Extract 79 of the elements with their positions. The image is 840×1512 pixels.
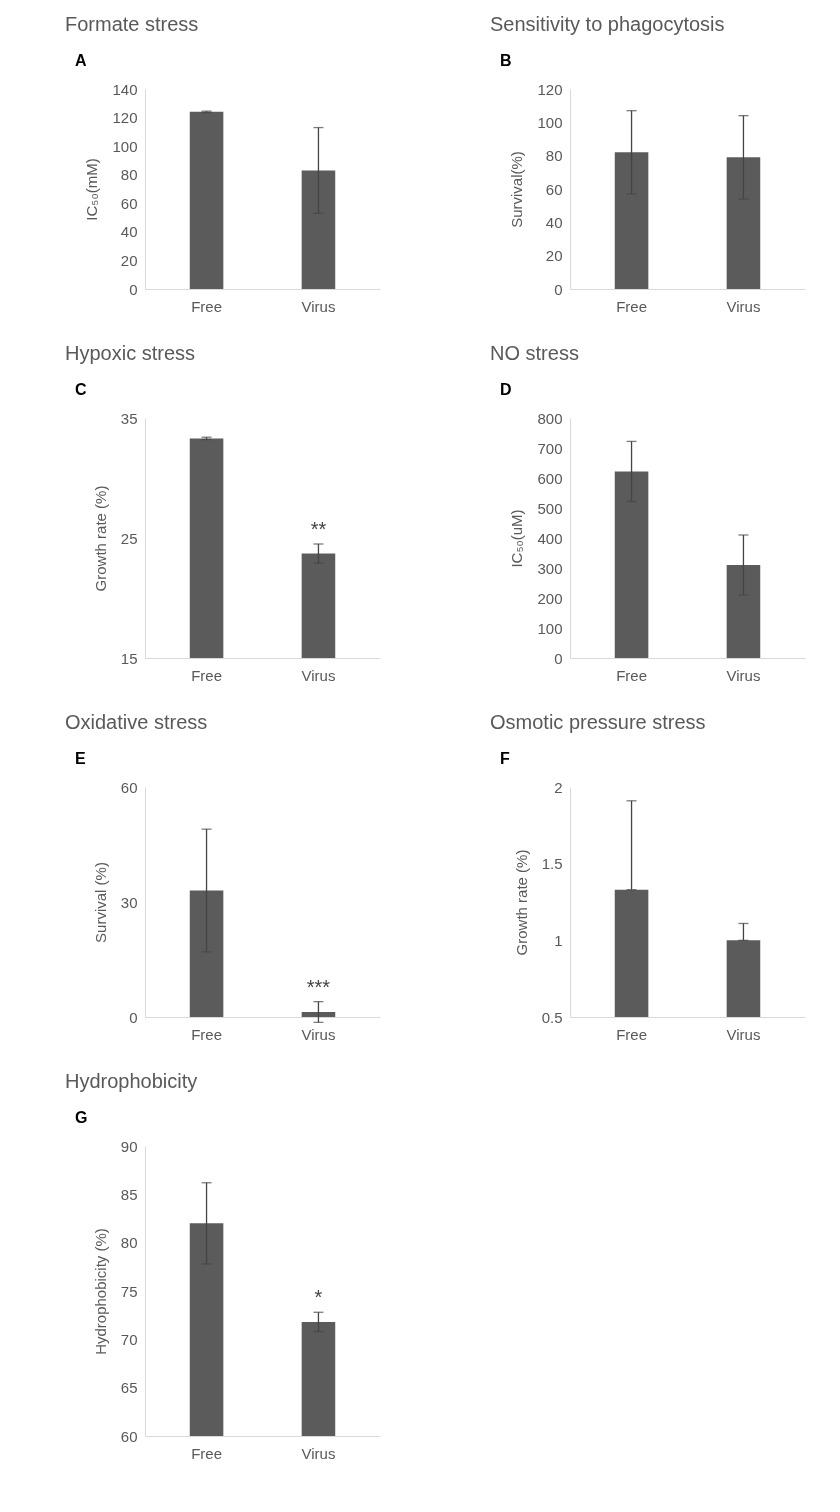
chart-title: Hydrophobicity <box>65 1070 198 1092</box>
y-tick-label: 500 <box>537 499 563 517</box>
y-axis-title: Hydrophobicity (%) <box>91 1228 109 1355</box>
y-tick-label: 20 <box>120 251 138 269</box>
y-tick-label: 80 <box>120 166 138 184</box>
y-tick-label: 60 <box>120 1427 138 1445</box>
chart-title: NO stress <box>490 342 579 364</box>
y-tick-label: 300 <box>537 559 563 577</box>
x-tick-label: Virus <box>301 1025 336 1043</box>
y-tick-label: 700 <box>537 439 563 457</box>
y-tick-label: 0 <box>554 649 563 667</box>
chart-title: Sensitivity to phagocytosis <box>490 13 725 35</box>
y-tick-label: 60 <box>120 778 138 796</box>
x-tick-label: Free <box>191 666 222 684</box>
x-tick-label: Free <box>191 1444 222 1462</box>
annotation: ** <box>310 518 327 540</box>
y-tick-label: 100 <box>537 619 563 637</box>
y-tick-label: 0.5 <box>541 1008 563 1026</box>
y-tick-label: 100 <box>112 137 138 155</box>
y-tick-label: 80 <box>120 1234 138 1252</box>
y-axis-title: Growth rate (%) <box>91 485 109 592</box>
x-tick-label: Free <box>616 297 647 315</box>
y-tick-label: 120 <box>537 80 563 98</box>
y-tick-label: 0 <box>129 1008 138 1026</box>
x-tick-label: Free <box>191 1025 222 1043</box>
y-tick-label: 40 <box>545 213 563 231</box>
text: E <box>75 750 86 767</box>
x-tick-label: Free <box>191 297 222 315</box>
y-tick-label: 85 <box>120 1185 138 1203</box>
y-tick-label: 60 <box>545 180 563 198</box>
y-tick-label: 25 <box>120 529 138 547</box>
y-tick-label: 40 <box>120 223 138 241</box>
x-tick-label: Free <box>616 1025 647 1043</box>
text: A <box>75 52 87 69</box>
text: F <box>500 750 510 767</box>
text: D <box>500 381 512 398</box>
x-tick-label: Virus <box>726 297 761 315</box>
y-tick-label: 15 <box>120 649 138 667</box>
y-tick-label: 800 <box>537 409 563 427</box>
y-axis-title: Survival(%) <box>508 151 526 228</box>
y-tick-label: 600 <box>537 469 563 487</box>
y-tick-label: 65 <box>120 1379 138 1397</box>
y-tick-label: 0 <box>554 280 563 298</box>
y-tick-label: 60 <box>120 194 138 212</box>
y-tick-label: 1.5 <box>541 855 563 873</box>
y-tick-label: 1 <box>554 931 563 949</box>
y-axis-title: IC₅₀(mM) <box>83 158 101 221</box>
text: C <box>75 381 87 398</box>
x-tick-label: Virus <box>301 297 336 315</box>
y-tick-label: 140 <box>112 80 138 98</box>
y-tick-label: 30 <box>120 893 138 911</box>
chart-title: Osmotic pressure stress <box>490 711 706 733</box>
x-tick-label: Virus <box>726 1025 761 1043</box>
x-tick-label: Virus <box>726 666 761 684</box>
annotation: *** <box>306 975 331 998</box>
chart-title: Formate stress <box>65 13 199 35</box>
y-tick-label: 100 <box>537 113 563 131</box>
text: B <box>500 52 512 69</box>
y-axis-title: Survival (%) <box>91 862 109 943</box>
y-tick-label: 0 <box>129 280 138 298</box>
y-tick-label: 20 <box>545 247 563 265</box>
y-tick-label: 35 <box>120 409 138 427</box>
y-tick-label: 120 <box>112 109 138 127</box>
y-tick-label: 75 <box>120 1282 138 1300</box>
y-tick-label: 90 <box>120 1137 138 1155</box>
chart-title: Hypoxic stress <box>65 342 196 364</box>
y-tick-label: 2 <box>554 778 563 796</box>
chart-title: Oxidative stress <box>65 711 208 733</box>
y-axis-title: IC₅₀(uM) <box>508 509 526 568</box>
x-tick-label: Virus <box>301 666 336 684</box>
x-tick-label: Virus <box>301 1444 336 1462</box>
y-tick-label: 200 <box>537 589 563 607</box>
y-tick-label: 400 <box>537 529 563 547</box>
y-axis-title: Growth rate (%) <box>512 849 530 956</box>
y-tick-label: 70 <box>120 1330 138 1348</box>
annotation: * <box>314 1286 323 1309</box>
x-tick-label: Free <box>616 666 647 684</box>
text: G <box>75 1109 88 1126</box>
y-tick-label: 80 <box>545 147 563 165</box>
